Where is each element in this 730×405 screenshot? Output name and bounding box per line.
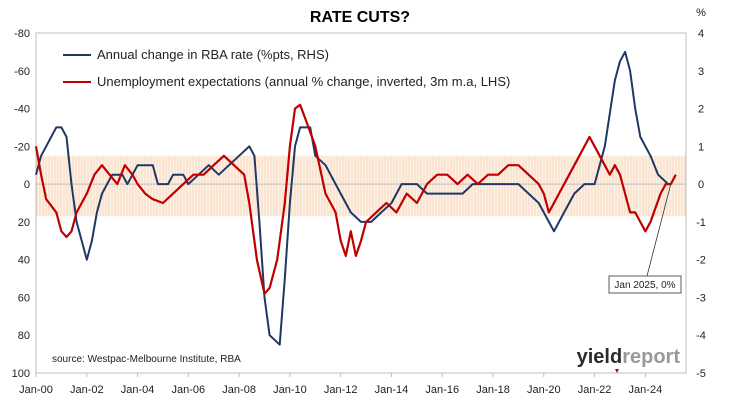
right-tick-label: -4 xyxy=(696,330,706,342)
left-tick-label: -80 xyxy=(14,28,30,40)
left-tick-label: 40 xyxy=(18,255,30,267)
left-tick-label: -20 xyxy=(14,141,30,153)
band-hatching xyxy=(36,155,686,217)
annotation-text: Jan 2025, 0% xyxy=(614,280,675,291)
x-tick-label: Jan-12 xyxy=(324,384,358,396)
logo-marker-icon xyxy=(615,369,619,373)
x-tick-label: Jan-20 xyxy=(527,384,561,396)
annotation-box xyxy=(608,275,682,294)
legend-label: Annual change in RBA rate (%pts, RHS) xyxy=(97,47,329,62)
annotation-leader xyxy=(646,184,672,277)
right-tick-label: 1 xyxy=(698,141,704,153)
left-tick-label: -40 xyxy=(14,104,30,116)
x-tick-label: Jan-06 xyxy=(172,384,206,396)
x-tick-label: Jan-22 xyxy=(578,384,612,396)
x-tick-label: Jan-16 xyxy=(425,384,459,396)
source-note: source: Westpac-Melbourne Institute, RBA xyxy=(52,354,241,365)
yieldreport-logo: yieldreport xyxy=(577,346,681,368)
right-tick-label: 3 xyxy=(698,66,704,78)
left-tick-label: -60 xyxy=(14,66,30,78)
x-tick-label: Jan-10 xyxy=(273,384,307,396)
right-tick-label: -3 xyxy=(696,292,706,304)
right-tick-label: 2 xyxy=(698,104,704,116)
x-tick-label: Jan-00 xyxy=(19,384,53,396)
right-tick-label: 0 xyxy=(698,179,704,191)
right-axis-unit: % xyxy=(696,7,706,19)
right-tick-label: 4 xyxy=(698,28,704,40)
chart-title: RATE CUTS? xyxy=(310,9,410,26)
right-tick-label: -2 xyxy=(696,255,706,267)
x-tick-label: Jan-04 xyxy=(121,384,155,396)
left-tick-label: 20 xyxy=(18,217,30,229)
left-tick-label: 100 xyxy=(12,368,30,380)
left-tick-label: 0 xyxy=(24,179,30,191)
unemployment-expectations-line xyxy=(34,103,677,295)
right-tick-label: -1 xyxy=(696,217,706,229)
left-tick-label: 80 xyxy=(18,330,30,342)
logo-yield: yield xyxy=(577,346,623,368)
x-tick-label: Jan-14 xyxy=(375,384,409,396)
x-tick-label: Jan-24 xyxy=(629,384,663,396)
right-tick-label: -5 xyxy=(696,368,706,380)
x-tick-label: Jan-08 xyxy=(222,384,256,396)
logo-report: report xyxy=(622,346,680,368)
plot-frame xyxy=(35,32,687,374)
x-tick-label: Jan-18 xyxy=(476,384,510,396)
left-tick-label: 60 xyxy=(18,292,30,304)
x-tick-label: Jan-02 xyxy=(70,384,104,396)
rba-rate-line xyxy=(35,50,671,346)
legend-label: Unemployment expectations (annual % chan… xyxy=(97,74,510,89)
